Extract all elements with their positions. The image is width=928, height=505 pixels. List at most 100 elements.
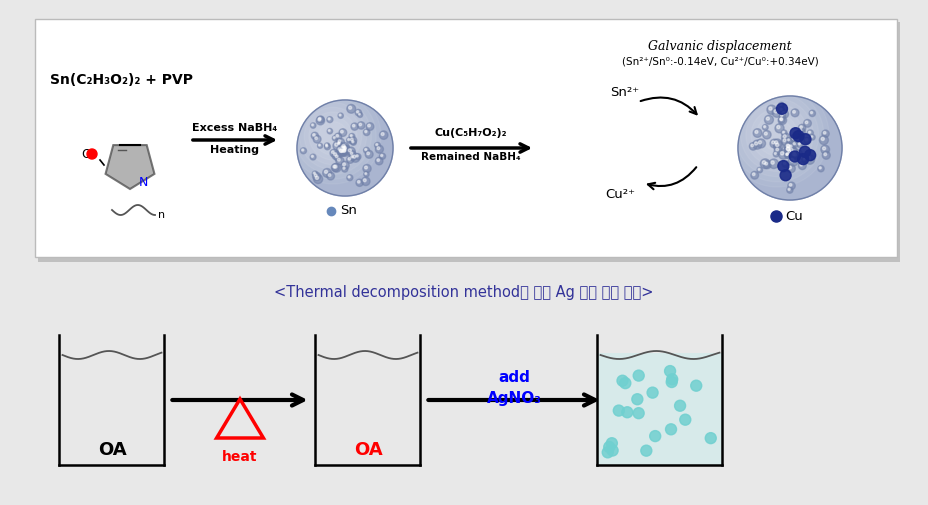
Circle shape bbox=[348, 158, 350, 160]
Circle shape bbox=[774, 124, 783, 133]
Circle shape bbox=[793, 154, 795, 156]
Circle shape bbox=[792, 150, 794, 153]
Text: N: N bbox=[138, 176, 148, 188]
Circle shape bbox=[336, 138, 344, 146]
Circle shape bbox=[303, 107, 361, 165]
Circle shape bbox=[363, 147, 369, 153]
Circle shape bbox=[771, 141, 774, 144]
Circle shape bbox=[762, 161, 765, 164]
Circle shape bbox=[801, 157, 807, 163]
Circle shape bbox=[339, 129, 346, 136]
Circle shape bbox=[787, 146, 796, 156]
Circle shape bbox=[297, 100, 393, 196]
Circle shape bbox=[796, 150, 802, 156]
Circle shape bbox=[318, 122, 347, 150]
Circle shape bbox=[784, 142, 793, 152]
Circle shape bbox=[338, 142, 340, 144]
Circle shape bbox=[804, 149, 815, 161]
Circle shape bbox=[342, 145, 347, 150]
Circle shape bbox=[358, 114, 360, 115]
Circle shape bbox=[799, 146, 809, 157]
Circle shape bbox=[311, 124, 313, 126]
Circle shape bbox=[818, 167, 820, 169]
Circle shape bbox=[328, 118, 329, 120]
Circle shape bbox=[336, 135, 338, 137]
Circle shape bbox=[328, 130, 329, 131]
Circle shape bbox=[375, 143, 378, 145]
Circle shape bbox=[337, 141, 342, 147]
Circle shape bbox=[340, 148, 347, 156]
Circle shape bbox=[352, 141, 354, 143]
Circle shape bbox=[367, 152, 369, 155]
Circle shape bbox=[327, 172, 334, 180]
Circle shape bbox=[664, 366, 675, 377]
Circle shape bbox=[341, 147, 349, 157]
Text: Excess NaBH₄: Excess NaBH₄ bbox=[192, 123, 277, 133]
Circle shape bbox=[804, 137, 810, 144]
Circle shape bbox=[311, 155, 313, 158]
Circle shape bbox=[318, 117, 321, 120]
Polygon shape bbox=[106, 145, 154, 189]
Circle shape bbox=[778, 117, 784, 123]
Circle shape bbox=[324, 144, 330, 150]
Circle shape bbox=[355, 179, 363, 186]
Circle shape bbox=[346, 147, 354, 156]
Circle shape bbox=[316, 176, 318, 179]
Text: Sn²⁺: Sn²⁺ bbox=[610, 85, 638, 98]
Text: Heating: Heating bbox=[211, 145, 259, 155]
Circle shape bbox=[791, 109, 798, 117]
Circle shape bbox=[749, 142, 756, 150]
Circle shape bbox=[777, 161, 788, 172]
Circle shape bbox=[341, 149, 343, 153]
Circle shape bbox=[349, 136, 356, 144]
Circle shape bbox=[366, 123, 373, 130]
Circle shape bbox=[606, 445, 617, 456]
Circle shape bbox=[768, 159, 778, 169]
Circle shape bbox=[380, 133, 383, 135]
Circle shape bbox=[313, 172, 315, 174]
Circle shape bbox=[317, 118, 320, 121]
Circle shape bbox=[785, 149, 793, 157]
Circle shape bbox=[778, 150, 787, 159]
Circle shape bbox=[818, 135, 828, 144]
Circle shape bbox=[779, 104, 780, 105]
Circle shape bbox=[785, 144, 789, 147]
Circle shape bbox=[779, 118, 782, 121]
Circle shape bbox=[754, 142, 757, 145]
Circle shape bbox=[809, 112, 812, 114]
Circle shape bbox=[302, 149, 303, 151]
Circle shape bbox=[290, 93, 376, 179]
Circle shape bbox=[349, 150, 355, 158]
Circle shape bbox=[337, 147, 346, 156]
Circle shape bbox=[780, 110, 788, 118]
Circle shape bbox=[612, 405, 624, 416]
Circle shape bbox=[377, 147, 380, 149]
FancyArrowPatch shape bbox=[647, 167, 696, 189]
Circle shape bbox=[327, 117, 332, 123]
Circle shape bbox=[348, 106, 352, 109]
Circle shape bbox=[340, 145, 345, 151]
Circle shape bbox=[380, 155, 382, 157]
Circle shape bbox=[796, 141, 802, 147]
Circle shape bbox=[357, 181, 360, 183]
Text: OA: OA bbox=[97, 441, 126, 459]
Circle shape bbox=[774, 141, 777, 144]
Circle shape bbox=[781, 112, 784, 115]
Circle shape bbox=[311, 132, 318, 139]
Circle shape bbox=[333, 154, 341, 161]
Circle shape bbox=[666, 374, 677, 385]
Circle shape bbox=[754, 130, 757, 133]
Circle shape bbox=[808, 134, 814, 140]
Circle shape bbox=[338, 140, 341, 142]
Circle shape bbox=[778, 116, 786, 125]
Circle shape bbox=[364, 172, 368, 177]
Circle shape bbox=[342, 145, 347, 150]
Circle shape bbox=[773, 141, 782, 151]
Circle shape bbox=[332, 135, 337, 141]
Circle shape bbox=[332, 165, 335, 168]
Circle shape bbox=[780, 118, 781, 120]
Circle shape bbox=[787, 139, 789, 141]
Circle shape bbox=[780, 137, 789, 145]
Circle shape bbox=[340, 149, 342, 153]
Circle shape bbox=[772, 139, 781, 148]
